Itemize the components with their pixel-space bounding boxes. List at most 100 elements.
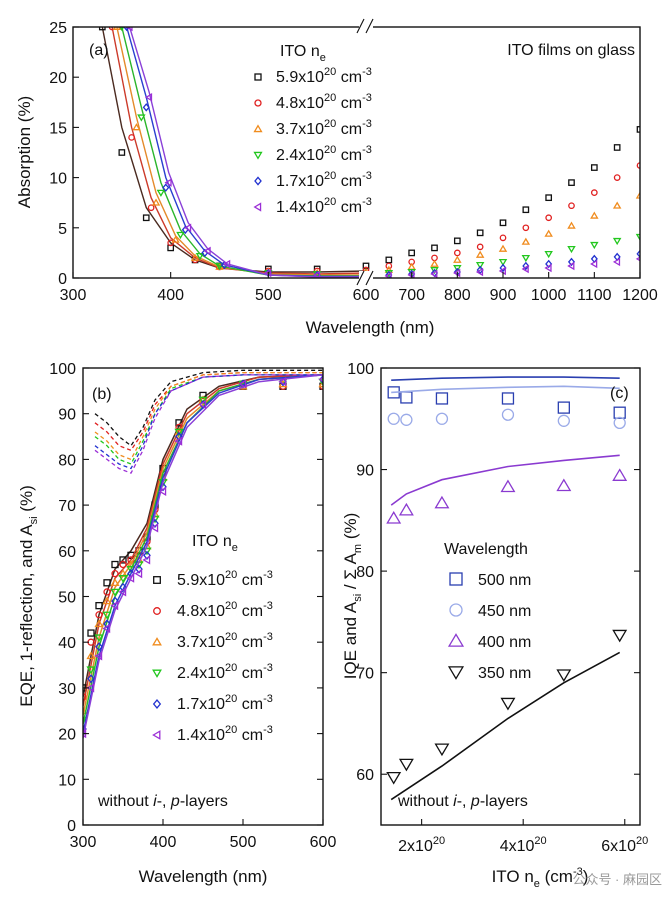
legend-marker-c350 xyxy=(447,666,465,680)
data-point-n14 xyxy=(183,223,192,233)
data-point-n59 xyxy=(453,237,461,245)
x-tick-label: 400 xyxy=(150,834,177,851)
data-point-n24 xyxy=(215,263,224,271)
data-point-n37 xyxy=(635,191,640,199)
eqe-point-n59 xyxy=(111,560,119,569)
legend-label-n37: 3.7x1020 cm-3 xyxy=(177,631,273,651)
legend-unit: cm xyxy=(336,95,362,112)
x-tick-label: 300 xyxy=(60,287,87,304)
legend-mantissa: 3.7x10 xyxy=(276,121,324,138)
legend-unit: cm xyxy=(336,121,362,138)
data-point-n17 xyxy=(123,27,131,32)
legend-mantissa: 5.9x10 xyxy=(276,69,324,86)
data-point-c400 xyxy=(434,495,450,509)
data-point-n24 xyxy=(612,237,622,246)
data-point-n17 xyxy=(522,261,530,271)
legend-marker-n24 xyxy=(253,151,263,160)
legend-unit-exp: -3 xyxy=(263,631,273,643)
panel-c-annotation: without i-, p-layers xyxy=(397,793,528,810)
data-point-n17 xyxy=(567,257,576,267)
legend-unit-exp: -3 xyxy=(362,170,372,182)
reflection-line-n17 xyxy=(94,374,323,470)
data-point-n59 xyxy=(499,219,507,227)
data-point-n59 xyxy=(98,27,106,31)
data-point-n48 xyxy=(385,262,393,270)
y-tick-label: 5 xyxy=(58,221,67,238)
data-point-n14 xyxy=(223,259,231,269)
eqe-point-n37 xyxy=(83,706,88,714)
data-point-n59 xyxy=(590,164,598,171)
data-point-n48 xyxy=(499,234,507,242)
legend-label-c500: 500 nm xyxy=(478,572,531,589)
x-tick-mantissa: 6x10 xyxy=(601,838,636,855)
legend-wavelength-panel-c: Wavelength 500 nm 450 nm 400 nm 350 nm xyxy=(444,541,531,682)
panel-a-ylabel: Absorption (%) xyxy=(15,96,34,208)
eqe-point-n14 xyxy=(174,436,183,446)
x-tick-label: 500 xyxy=(255,287,282,304)
asi-line-n48 xyxy=(83,374,323,707)
data-point-n37 xyxy=(407,262,416,270)
data-point-n14 xyxy=(544,263,552,273)
panel-b-annotation: without i-, p-layers xyxy=(97,793,228,810)
data-point-c450 xyxy=(435,412,449,425)
data-point-n24 xyxy=(475,262,485,270)
eqe-point-n14 xyxy=(86,683,95,693)
data-point-n14 xyxy=(590,259,598,269)
panel-b-xlabel: Wavelength (nm) xyxy=(139,867,268,886)
data-point-n37 xyxy=(498,244,508,252)
fit-line-c500 xyxy=(391,376,620,381)
eqe-point-n24 xyxy=(102,611,112,620)
data-point-c500 xyxy=(435,392,449,405)
data-point-n48 xyxy=(108,27,116,31)
legend-exp: 20 xyxy=(225,662,237,674)
legend-unit: cm xyxy=(237,665,263,682)
legend-unit: cm xyxy=(336,173,362,190)
data-point-c350 xyxy=(386,771,402,785)
legend-mantissa: 1.7x10 xyxy=(276,173,324,190)
fit-line-c350 xyxy=(390,651,621,801)
legend-title: ITO ne xyxy=(280,43,326,64)
y-tick-label: 80 xyxy=(58,452,76,469)
data-point-n48 xyxy=(167,239,175,247)
eqe-point-n14 xyxy=(126,573,135,583)
eqe-point-n24 xyxy=(118,575,128,583)
eqe-point-n17 xyxy=(111,596,119,606)
data-point-n37 xyxy=(475,250,485,258)
legend-unit: cm xyxy=(336,69,362,86)
panel-b: 0 10 20 30 40 50 60 70 80 90 100 300 400 500 600 (b) w… xyxy=(17,361,336,886)
eqe-point-n48 xyxy=(111,570,119,578)
legend-marker-n24 xyxy=(152,669,162,678)
legend-label-n24: 2.4x1020 cm-3 xyxy=(177,662,273,682)
panel-a-xlabel: Wavelength (nm) xyxy=(306,318,435,337)
legend-unit-exp: -3 xyxy=(263,569,273,581)
panel-label-b: (b) xyxy=(92,386,112,403)
data-point-n24 xyxy=(590,241,599,250)
data-point-n37 xyxy=(190,253,200,261)
legend-exp: 20 xyxy=(225,600,237,612)
y-tick-label: 15 xyxy=(49,120,67,137)
eqe-point-n59 xyxy=(199,391,207,400)
legend-mantissa: 1.4x10 xyxy=(276,199,324,216)
panel-a-plot-area xyxy=(98,27,640,278)
data-point-c450 xyxy=(387,412,400,425)
data-point-c400 xyxy=(556,478,572,492)
data-point-n17 xyxy=(142,103,150,112)
legend-unit: cm xyxy=(237,634,263,651)
legend-exp: 20 xyxy=(324,66,336,78)
asi-line-n24 xyxy=(83,374,323,725)
fit-line-c400 xyxy=(390,454,620,506)
data-point-n48 xyxy=(453,249,461,257)
data-point-c450 xyxy=(557,414,570,427)
panel-c-xlabel: ITO ne (cm-3) xyxy=(492,866,589,890)
legend-marker-n17 xyxy=(152,699,162,709)
legend-mantissa: 2.4x10 xyxy=(276,147,324,164)
y-tick-label: 0 xyxy=(58,271,67,288)
x-tick-label: 1100 xyxy=(577,287,612,304)
data-point-n24 xyxy=(137,114,146,122)
data-point-n37 xyxy=(544,229,553,237)
data-point-n17 xyxy=(499,263,507,273)
panel-label-c: (c) xyxy=(610,385,629,402)
data-point-n37 xyxy=(112,27,122,30)
data-point-n14 xyxy=(312,270,321,278)
data-point-n48 xyxy=(568,202,575,210)
